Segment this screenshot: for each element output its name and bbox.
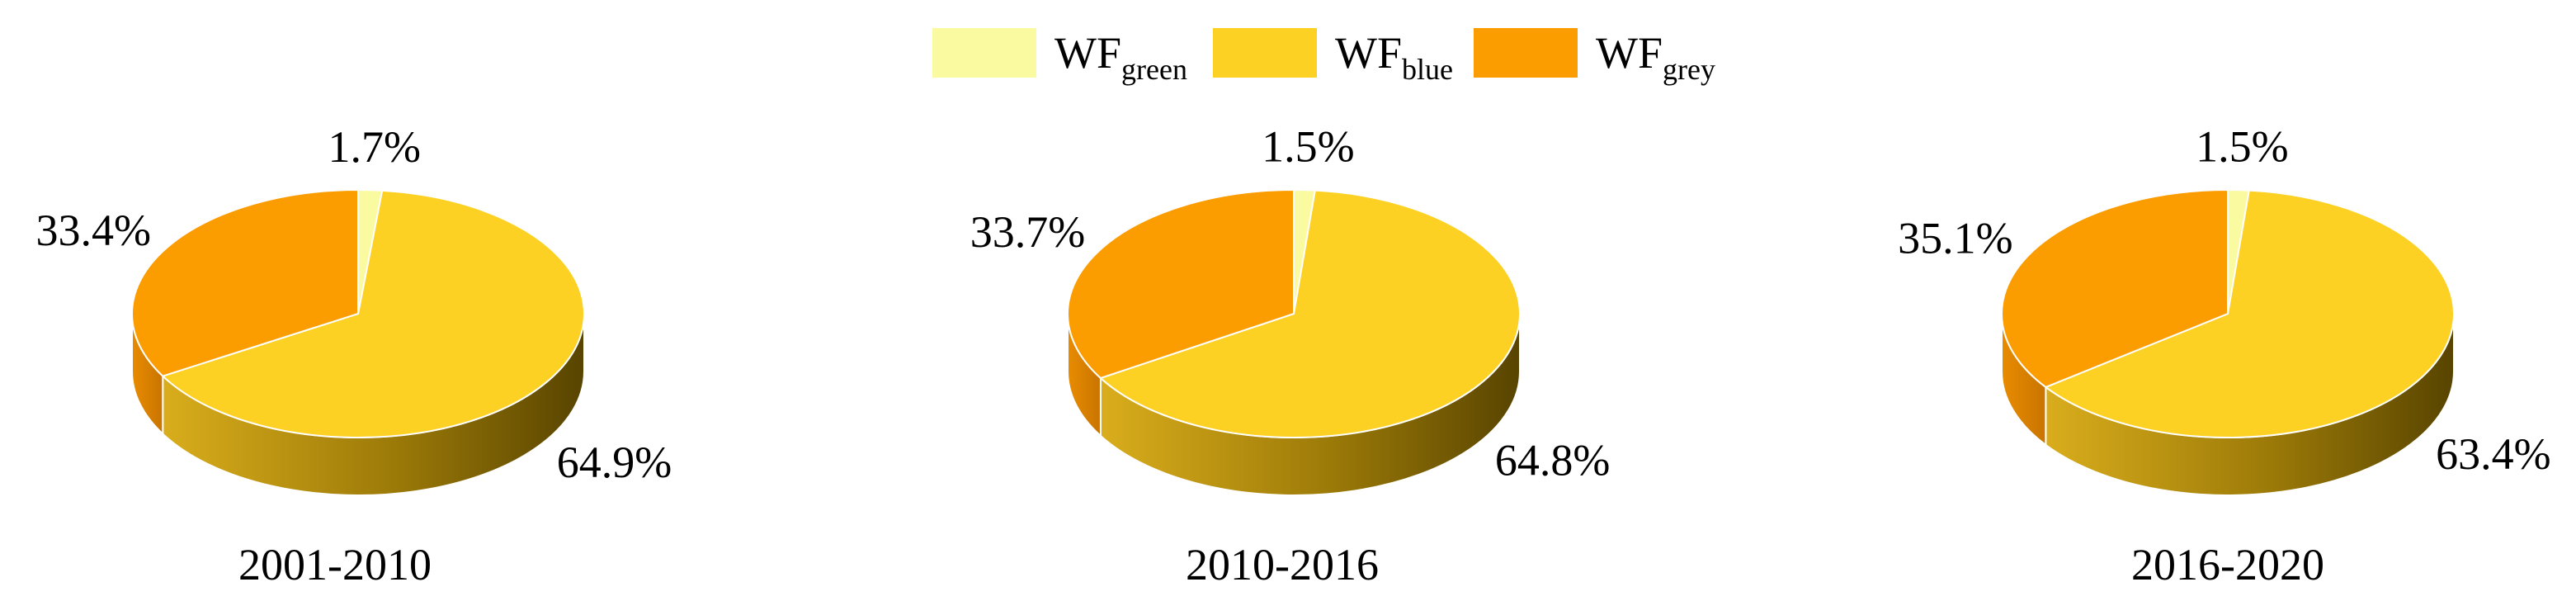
pie: 1.5% 64.8% 33.7% 2010-2016: [970, 122, 1610, 589]
legend-label: WFblue: [1335, 28, 1453, 86]
pie-title: 2010-2016: [1186, 540, 1379, 589]
value-label: 1.7%: [328, 122, 421, 172]
pie-title: 2001-2010: [238, 540, 432, 589]
value-label: 63.4%: [2436, 429, 2550, 479]
slice: [2044, 189, 2455, 438]
value-label: 35.1%: [1898, 214, 2012, 263]
legend-subscript: green: [1121, 53, 1187, 86]
legend-swatch: [1474, 28, 1578, 78]
slice: [161, 189, 585, 438]
slice: [1098, 189, 1521, 438]
legend-subscript: blue: [1402, 53, 1453, 86]
legend-text: WF: [1335, 28, 1402, 78]
value-label: 1.5%: [2196, 122, 2288, 172]
legend-text: WF: [1054, 28, 1121, 78]
slice: [131, 188, 359, 377]
legend-label: WFgrey: [1596, 28, 1715, 86]
pie: 1.7% 64.9% 33.4% 2001-2010: [36, 122, 672, 589]
value-label: 33.4%: [36, 206, 151, 255]
slice: [1067, 188, 1295, 380]
legend-label: WFgreen: [1054, 28, 1187, 86]
legend-swatch: [1213, 28, 1317, 78]
value-label: 33.7%: [970, 207, 1085, 257]
legend-text: WF: [1596, 28, 1663, 78]
pie: 1.5% 63.4% 35.1% 2016-2020: [1898, 122, 2550, 589]
value-label: 64.9%: [557, 438, 672, 487]
value-label: 64.8%: [1495, 435, 1610, 485]
slice: [2001, 188, 2229, 389]
legend-subscript: grey: [1663, 53, 1715, 86]
pie-title: 2016-2020: [2131, 540, 2324, 589]
legend: WFgreen WFblue WFgrey: [932, 28, 1715, 86]
value-label: 1.5%: [1262, 122, 1354, 172]
legend-swatch: [932, 28, 1036, 78]
